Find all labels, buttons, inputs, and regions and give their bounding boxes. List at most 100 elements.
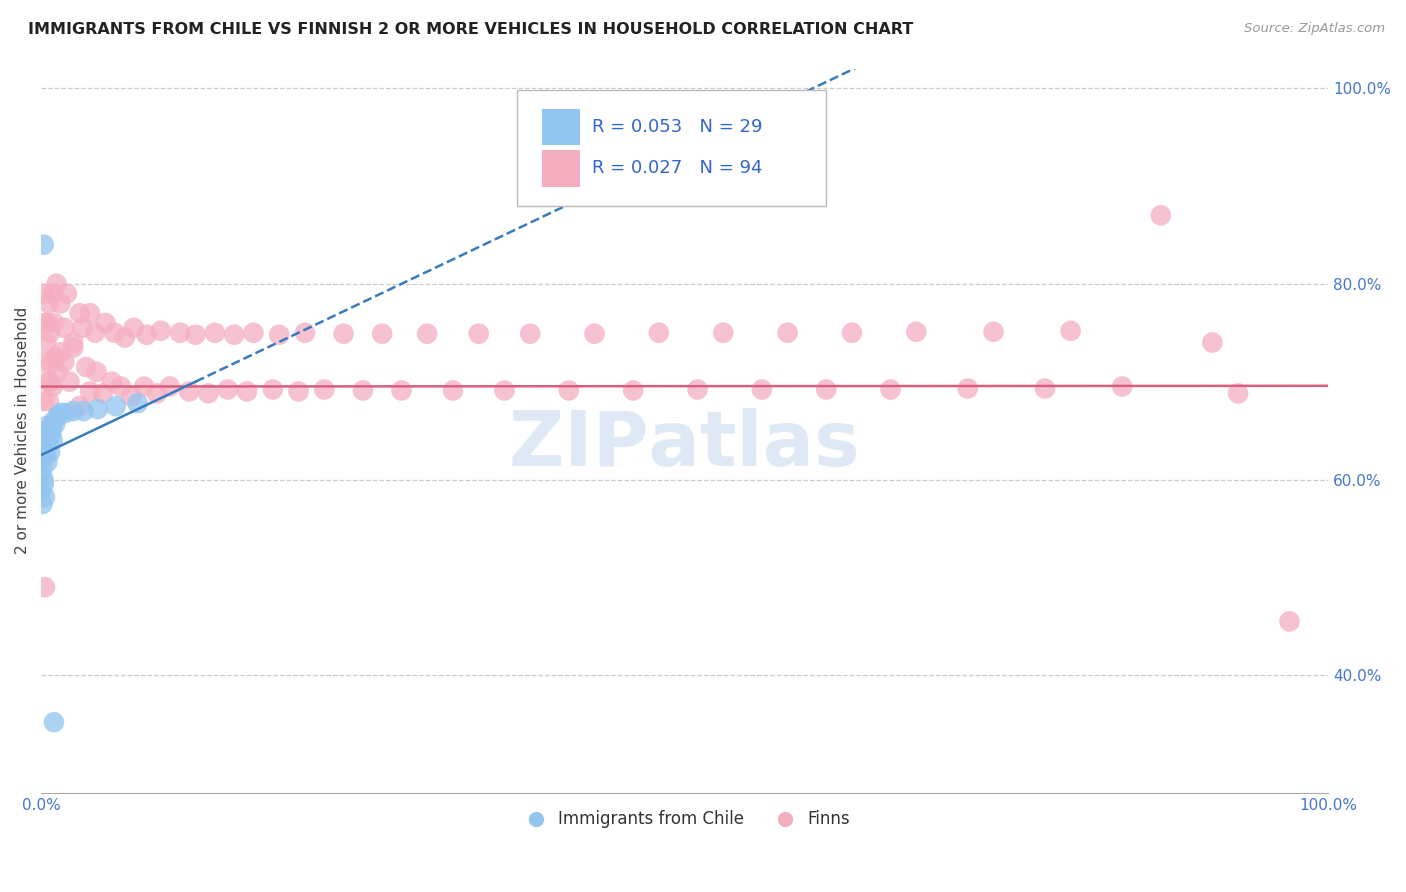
Point — [35, 448, 58, 462]
Point — [135, 327, 157, 342]
Point — [956, 382, 979, 396]
Point — [236, 384, 259, 399]
Point — [648, 326, 671, 340]
Point — [44, 350, 66, 364]
Point — [197, 386, 219, 401]
Text: IMMIGRANTS FROM CHILE VS FINNISH 2 OR MORE VEHICLES IN HOUSEHOLD CORRELATION CHA: IMMIGRANTS FROM CHILE VS FINNISH 2 OR MO… — [28, 22, 914, 37]
Point — [120, 389, 142, 403]
Text: R = 0.053   N = 29: R = 0.053 N = 29 — [592, 118, 762, 136]
Point — [42, 316, 65, 330]
Point — [39, 375, 62, 389]
Point — [1278, 615, 1301, 629]
Point — [31, 463, 53, 477]
Point — [711, 326, 734, 340]
Point — [1111, 379, 1133, 393]
Point — [149, 324, 172, 338]
Point — [38, 296, 60, 310]
Point — [49, 345, 72, 359]
Point — [37, 375, 59, 389]
Point — [31, 497, 53, 511]
Point — [34, 316, 56, 330]
Point — [37, 316, 59, 330]
Point — [42, 414, 65, 428]
Point — [37, 418, 59, 433]
Point — [91, 386, 114, 401]
Point — [49, 296, 72, 310]
Point — [1227, 386, 1250, 401]
Point — [41, 425, 63, 440]
Point — [101, 375, 124, 389]
Point — [114, 331, 136, 345]
Point — [69, 399, 91, 413]
Point — [58, 375, 80, 389]
Text: R = 0.027   N = 94: R = 0.027 N = 94 — [592, 160, 762, 178]
Point — [31, 453, 53, 467]
Point — [494, 384, 516, 398]
Point — [169, 326, 191, 340]
Point — [84, 326, 107, 340]
Point — [86, 365, 108, 379]
Point — [776, 326, 799, 340]
Point — [87, 402, 110, 417]
Point — [332, 326, 354, 341]
Point — [1150, 208, 1173, 222]
Point — [72, 404, 94, 418]
Text: Source: ZipAtlas.com: Source: ZipAtlas.com — [1244, 22, 1385, 36]
Point — [983, 325, 1005, 339]
Point — [38, 435, 60, 450]
Point — [184, 327, 207, 342]
Point — [179, 384, 201, 399]
Point — [62, 340, 84, 354]
Point — [49, 406, 72, 420]
Point — [262, 383, 284, 397]
Point — [79, 384, 101, 399]
Point — [391, 384, 413, 398]
Point — [32, 286, 55, 301]
Point — [269, 327, 291, 342]
Point — [159, 379, 181, 393]
Point — [30, 484, 52, 499]
Point — [62, 404, 84, 418]
Point — [371, 326, 394, 341]
Point — [224, 327, 246, 342]
Point — [35, 335, 58, 350]
Point — [72, 321, 94, 335]
Point — [122, 321, 145, 335]
Point — [55, 406, 77, 420]
Point — [110, 379, 132, 393]
Point — [583, 326, 606, 341]
Point — [104, 399, 127, 413]
Point — [53, 355, 76, 369]
Point — [31, 355, 53, 369]
Point — [34, 580, 56, 594]
Point — [686, 383, 709, 397]
Point — [37, 455, 59, 469]
Point — [75, 359, 97, 374]
Point — [416, 326, 439, 341]
Point — [815, 383, 838, 397]
Point — [62, 335, 84, 350]
Point — [38, 394, 60, 409]
Point — [79, 306, 101, 320]
Point — [1201, 335, 1223, 350]
Point — [39, 326, 62, 340]
Point — [1033, 382, 1056, 396]
Point — [217, 383, 239, 397]
Point — [56, 286, 79, 301]
Point — [69, 306, 91, 320]
Point — [41, 379, 63, 393]
Point — [146, 386, 169, 401]
Point — [94, 316, 117, 330]
Point — [32, 473, 55, 487]
Point — [39, 445, 62, 459]
Point — [46, 365, 69, 379]
Point — [294, 326, 316, 340]
Point — [46, 409, 69, 423]
Y-axis label: 2 or more Vehicles in Household: 2 or more Vehicles in Household — [15, 307, 30, 554]
Point — [53, 321, 76, 335]
Point — [242, 326, 264, 340]
Point — [132, 379, 155, 393]
Point — [42, 715, 65, 730]
FancyBboxPatch shape — [517, 90, 827, 206]
Point — [45, 277, 67, 291]
